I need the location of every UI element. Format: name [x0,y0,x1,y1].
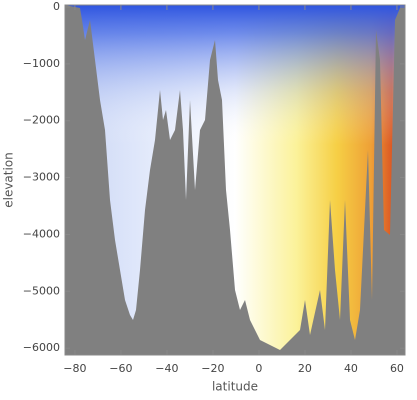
y-tick-label: −5000 [23,284,60,297]
x-tick-label: −20 [201,362,224,375]
x-tick-label: 20 [298,362,312,375]
x-tick-label: −60 [109,362,132,375]
y-tick-label: −6000 [23,341,60,354]
y-tick-label: −1000 [23,57,60,70]
y-tick-label: −3000 [23,171,60,184]
x-tick-label: 0 [255,362,262,375]
y-tick-label: −2000 [23,114,60,127]
x-tick-label: 40 [344,362,358,375]
frame [64,4,406,356]
y-tick-label: −4000 [23,227,60,240]
x-tick-label: −80 [63,362,86,375]
y-axis-title: elevation [2,152,16,208]
x-tick-label: 60 [390,362,404,375]
plot-field [64,4,406,356]
bathymetry [65,5,405,355]
x-axis-title: latitude [212,380,258,394]
x-tick-label: −40 [155,362,178,375]
y-tick-label: 0 [53,0,60,13]
